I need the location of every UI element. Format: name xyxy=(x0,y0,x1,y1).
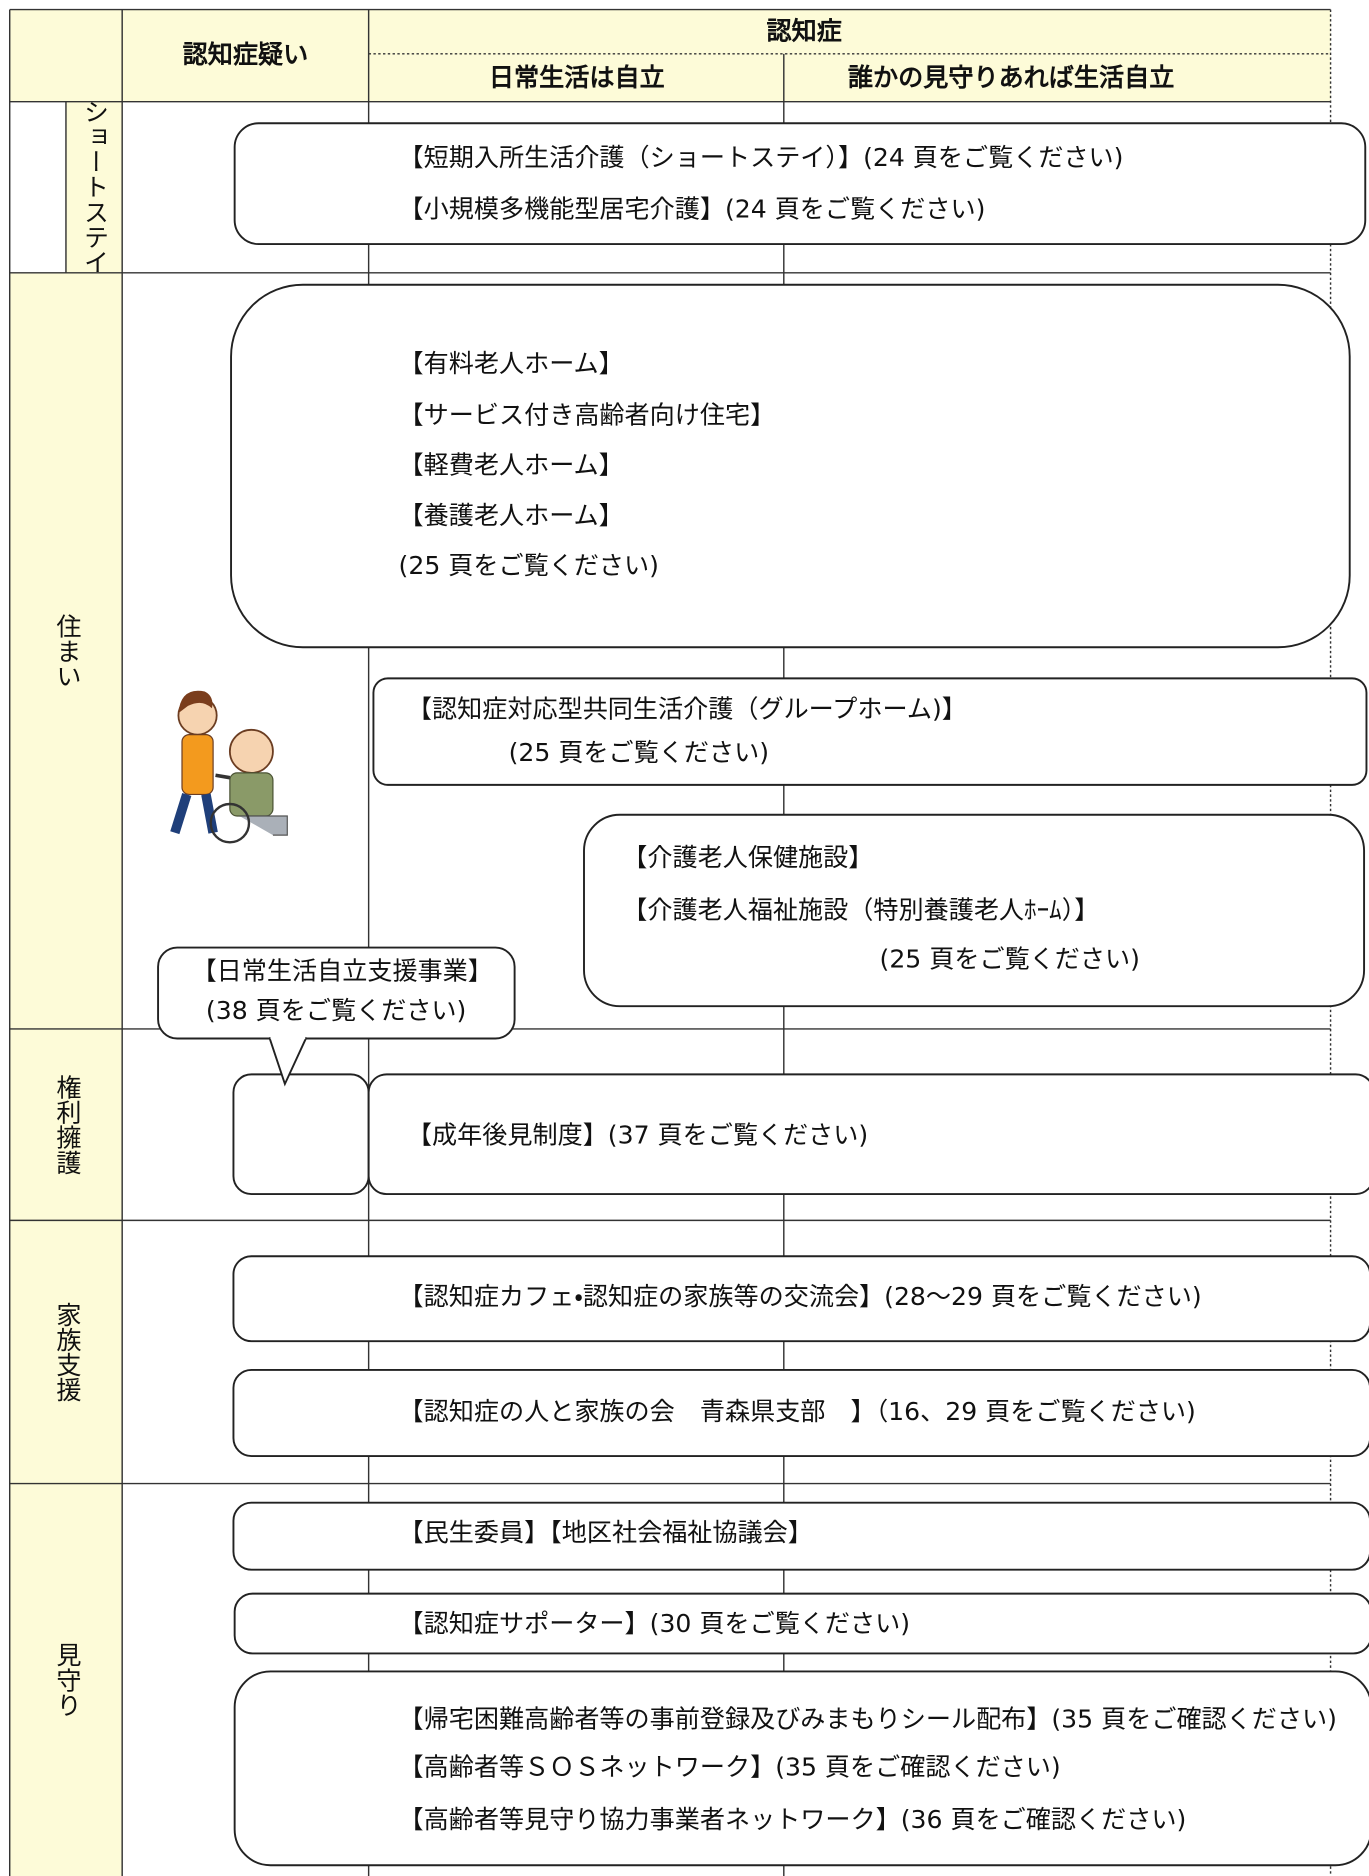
service-box xyxy=(367,1073,1369,1195)
service-text: 【認知症の人と家族の会 青森県支部 】（16、29 頁をご覧ください) xyxy=(399,1397,1196,1426)
service-text: 【帰宅困難高齢者等の事前登録及びみまもりシール配布】(35 頁をご確認ください) xyxy=(399,1704,1337,1733)
service-text: (25 頁をご覧ください) xyxy=(399,551,659,580)
service-text: 【成年後見制度】(37 頁をご覧ください) xyxy=(407,1121,868,1150)
service-text: 【認知症対応型共同生活介護（グループホーム)】 xyxy=(407,695,967,724)
service-text: 【サービス付き高齢者向け住宅】 xyxy=(399,400,776,429)
service-box xyxy=(232,1255,1369,1343)
service-text: 【短期入所生活介護（ショートステイ）】(24 頁をご覧ください) xyxy=(399,143,1124,172)
service-text: 【軽費老人ホーム】 xyxy=(399,451,624,480)
service-text: 【高齢者等ＳＯＳネットワーク】(35 頁をご確認ください) xyxy=(399,1752,1061,1781)
label-column-bg xyxy=(9,101,123,1876)
callout-tail xyxy=(268,1036,308,1087)
service-text: 【小規模多機能型居宅介護】(24 頁をご覧ください) xyxy=(399,195,986,224)
service-box xyxy=(233,1670,1369,1867)
row-label: 権利擁護 xyxy=(53,1074,82,1174)
service-text: 【民生委員】【地区社会福祉協議会】 xyxy=(399,1518,813,1547)
service-text: 【養護老人ホーム】 xyxy=(399,501,624,530)
service-box xyxy=(230,283,1351,649)
service-box xyxy=(233,1592,1369,1655)
service-text: 【日常生活自立支援事業】 xyxy=(192,957,493,986)
header-bg xyxy=(9,9,1331,102)
service-text: 【介護老人福祉施設（特別養護老人ﾎｰﾑ）】 xyxy=(622,896,1099,925)
row-label: ショートステイ xyxy=(80,99,109,275)
service-text: 【介護老人保健施設】 xyxy=(622,843,873,872)
header-suspected: 認知症疑い xyxy=(183,40,309,69)
header-independent: 日常生活は自立 xyxy=(489,63,665,92)
illustration xyxy=(170,690,288,844)
row-label: 見守り xyxy=(53,1642,82,1717)
service-text: 【高齢者等見守り協力事業者ネットワーク】(36 頁をご確認ください) xyxy=(399,1805,1187,1834)
header-dementia: 認知症 xyxy=(766,16,841,45)
blank-cell xyxy=(9,101,66,273)
header-watched: 誰かの見守りあれば生活自立 xyxy=(848,63,1174,92)
service-text: 【認知症サポーター】(30 頁をご覧ください) xyxy=(399,1609,911,1638)
service-text: (38 頁をご覧ください) xyxy=(206,996,466,1025)
service-text: (25 頁をご覧ください) xyxy=(509,738,769,767)
service-box xyxy=(372,677,1368,786)
service-box xyxy=(583,813,1366,1008)
row-label: 家族支援 xyxy=(53,1302,82,1402)
service-text: 【有料老人ホーム】 xyxy=(399,349,624,378)
service-box xyxy=(157,946,516,1040)
service-text: (25 頁をご覧ください) xyxy=(880,945,1140,974)
service-text: 【認知症カフェ・認知症の家族等の交流会】(28～29 頁をご覧ください) xyxy=(399,1282,1202,1311)
service-box xyxy=(232,1368,1369,1458)
empty-box xyxy=(232,1073,370,1195)
service-box xyxy=(232,1501,1369,1571)
service-box xyxy=(233,122,1367,246)
row-label: 住まい xyxy=(53,613,82,688)
